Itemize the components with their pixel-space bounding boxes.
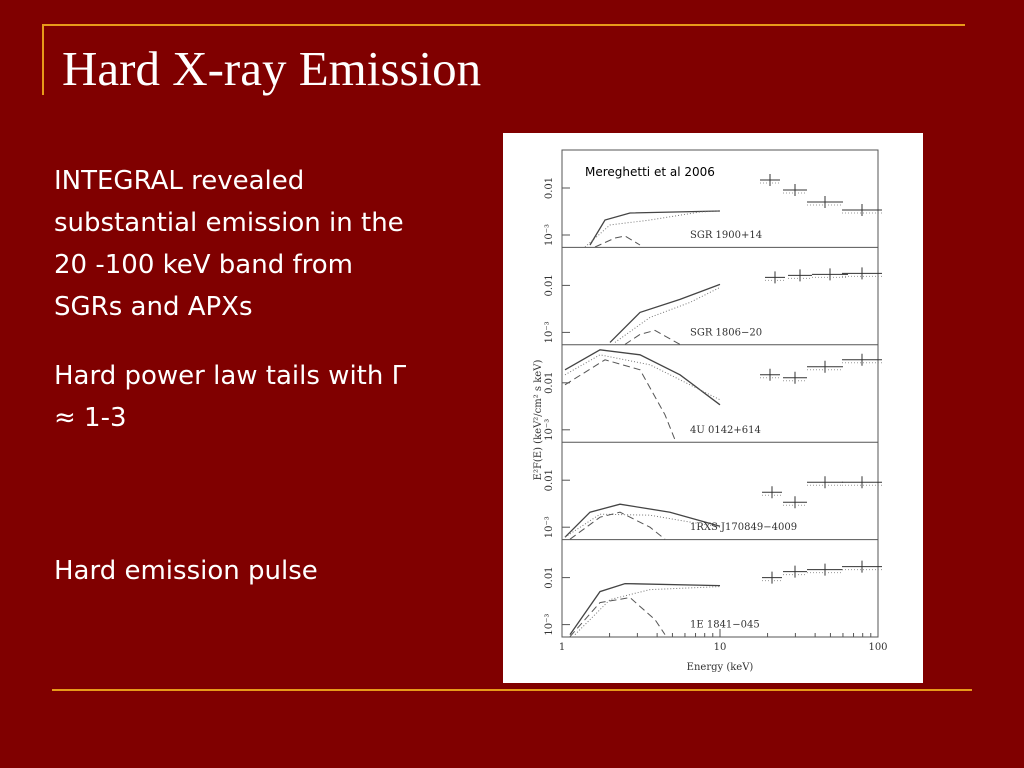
x-tick-label: 10 xyxy=(714,642,727,653)
panel-label: SGR 1900+14 xyxy=(690,230,762,241)
y-tick-label: 0.01 xyxy=(544,372,555,394)
y-tick-label: 10⁻³ xyxy=(544,321,555,343)
panel-label: 1E 1841−045 xyxy=(690,620,760,631)
y-tick-label: 10⁻³ xyxy=(544,419,555,441)
model-total xyxy=(609,283,721,343)
y-tick-label: 0.01 xyxy=(544,274,555,296)
model-power-law xyxy=(564,513,721,538)
x-tick-label: 100 xyxy=(868,642,887,653)
y-tick-label: 0.01 xyxy=(544,566,555,588)
y-tick-label: 10⁻³ xyxy=(544,224,555,246)
y-tick-label: 0.01 xyxy=(544,469,555,491)
y-axis-label: E²F(E) (keV²/cm² s keV) xyxy=(533,360,544,481)
model-total xyxy=(564,349,721,406)
bullet: INTEGRAL revealed substantial emission i… xyxy=(54,166,404,322)
y-tick-label: 0.01 xyxy=(544,177,555,199)
model-thermal xyxy=(594,235,641,248)
model-thermal xyxy=(624,329,681,345)
panel-label: 1RXS J170849−4009 xyxy=(690,522,797,533)
model-total xyxy=(569,582,721,635)
model-thermal xyxy=(569,511,666,540)
model-power-law xyxy=(614,286,721,343)
bullet: Hard emission pulse xyxy=(54,556,318,586)
y-tick-label: 10⁻³ xyxy=(544,516,555,538)
model-thermal xyxy=(564,359,676,440)
model-thermal xyxy=(569,597,666,637)
x-tick-label: 1 xyxy=(559,642,565,653)
figure-background xyxy=(503,133,923,683)
model-total xyxy=(589,210,721,246)
bullet: Hard power law tails with Γ ≈ 1-3 xyxy=(54,361,407,433)
slide-title: Hard X-ray Emission xyxy=(62,41,482,96)
model-total xyxy=(564,503,721,538)
panel-label: SGR 1806−20 xyxy=(690,327,762,338)
panel-label: 4U 0142+614 xyxy=(690,425,761,436)
figure-credit: Mereghetti et al 2006 xyxy=(585,165,715,179)
y-tick-label: 10⁻³ xyxy=(544,614,555,636)
x-axis-label: Energy (keV) xyxy=(687,662,754,673)
figure: 1 10 100 SGR 1900+14 0.01 10⁻³ SGR 1806−20 0.01… xyxy=(544,174,888,653)
model-power-law xyxy=(574,586,721,635)
